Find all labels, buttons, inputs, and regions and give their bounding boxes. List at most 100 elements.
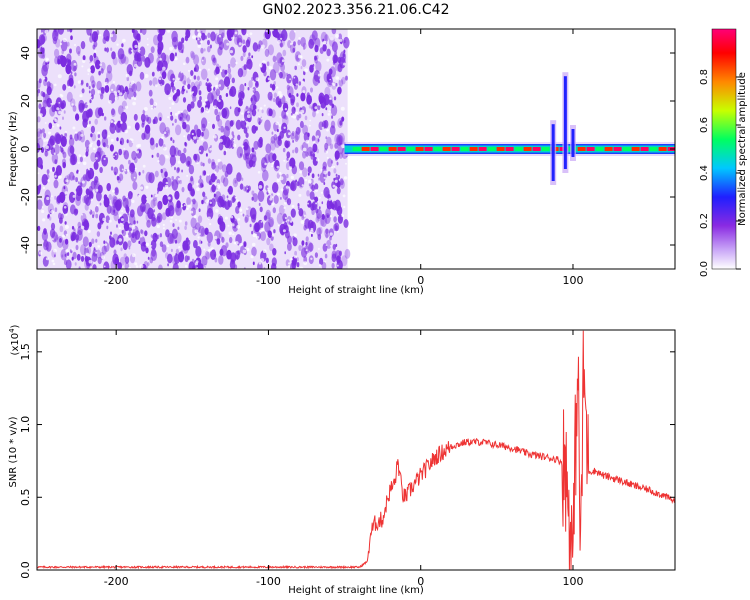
noise-speck	[249, 223, 252, 228]
noise-speck	[110, 259, 117, 269]
noise-speck	[220, 175, 226, 184]
noise-speck	[89, 99, 92, 104]
noise-speck	[155, 143, 159, 148]
noise-speck	[248, 80, 253, 88]
noise-speck	[70, 35, 73, 40]
noise-speck	[59, 225, 64, 233]
noise-speck	[61, 254, 64, 258]
noise-gap	[271, 202, 275, 206]
noise-speck	[115, 122, 122, 133]
noise-speck	[210, 145, 212, 148]
noise-gap	[247, 111, 250, 114]
noise-speck	[127, 212, 129, 216]
noise-speck	[75, 177, 78, 183]
ridge-core	[523, 147, 532, 151]
noise-speck	[101, 245, 107, 255]
noise-speck	[206, 231, 213, 243]
noise-gap	[271, 29, 274, 32]
noise-gap	[118, 92, 123, 96]
noise-speck	[287, 235, 292, 244]
noise-gap	[304, 179, 308, 182]
noise-gap	[262, 60, 266, 64]
noise-speck	[51, 104, 56, 113]
noise-gap	[177, 110, 181, 115]
noise-gap	[345, 162, 347, 165]
noise-gap	[82, 161, 87, 166]
noise-speck	[140, 113, 146, 123]
ridge-feature	[551, 124, 555, 181]
noise-gap	[145, 198, 148, 200]
noise-gap	[71, 103, 74, 106]
noise-speck	[45, 62, 48, 66]
noise-gap	[118, 214, 122, 218]
noise-speck	[257, 109, 260, 112]
noise-speck	[219, 248, 224, 256]
noise-gap	[97, 131, 101, 135]
noise-gap	[77, 161, 81, 165]
noise-gap	[193, 136, 197, 140]
noise-gap	[232, 233, 235, 236]
noise-speck	[280, 63, 285, 72]
noise-gap	[327, 113, 331, 116]
noise-gap	[210, 86, 214, 89]
noise-speck	[309, 150, 312, 155]
noise-speck	[37, 44, 40, 48]
noise-gap	[188, 69, 190, 72]
noise-gap	[181, 205, 184, 208]
noise-gap	[240, 213, 243, 215]
noise-gap	[120, 121, 123, 124]
noise-speck	[104, 84, 110, 93]
noise-speck	[263, 70, 267, 77]
noise-speck	[214, 165, 220, 173]
noise-gap	[104, 81, 108, 86]
noise-gap	[218, 99, 221, 103]
noise-gap	[37, 172, 40, 175]
noise-speck	[104, 116, 107, 121]
noise-speck	[179, 179, 182, 185]
noise-gap	[88, 209, 91, 212]
colorbar-tick-label: 0.4	[699, 165, 710, 181]
noise-speck	[293, 257, 296, 261]
noise-speck	[170, 111, 173, 116]
noise-speck	[218, 94, 222, 101]
noise-gap	[95, 251, 98, 254]
noise-speck	[157, 46, 162, 55]
noise-gap	[80, 225, 85, 230]
noise-gap	[295, 111, 298, 115]
noise-speck	[113, 249, 117, 255]
noise-speck	[294, 147, 299, 154]
noise-speck	[319, 172, 326, 183]
noise-speck	[139, 29, 143, 34]
noise-speck	[154, 170, 159, 178]
x-tick-label: -100	[256, 274, 281, 287]
noise-gap	[124, 169, 127, 172]
noise-speck	[248, 52, 251, 57]
y-tick-label: 40	[19, 46, 32, 60]
noise-gap	[235, 241, 239, 245]
noise-speck	[281, 110, 287, 119]
noise-speck	[171, 176, 174, 181]
noise-speck	[279, 71, 283, 79]
noise-speck	[150, 234, 153, 238]
noise-speck	[304, 115, 308, 121]
x-tick-label: -200	[104, 575, 129, 588]
noise-gap	[56, 124, 60, 127]
noise-speck	[317, 138, 320, 142]
spectrogram-heatmap	[37, 29, 675, 269]
noise-gap	[279, 116, 282, 118]
noise-speck	[269, 83, 273, 89]
noise-speck	[170, 137, 173, 141]
noise-speck	[37, 142, 41, 153]
noise-gap	[308, 124, 311, 127]
noise-speck	[222, 177, 229, 187]
noise-speck	[111, 108, 116, 118]
noise-speck	[314, 252, 318, 258]
noise-gap	[250, 255, 254, 259]
noise-gap	[307, 179, 312, 184]
noise-speck	[61, 100, 66, 109]
noise-speck	[175, 204, 182, 216]
noise-speck	[336, 187, 341, 195]
noise-speck	[341, 116, 345, 122]
noise-speck	[318, 226, 323, 235]
